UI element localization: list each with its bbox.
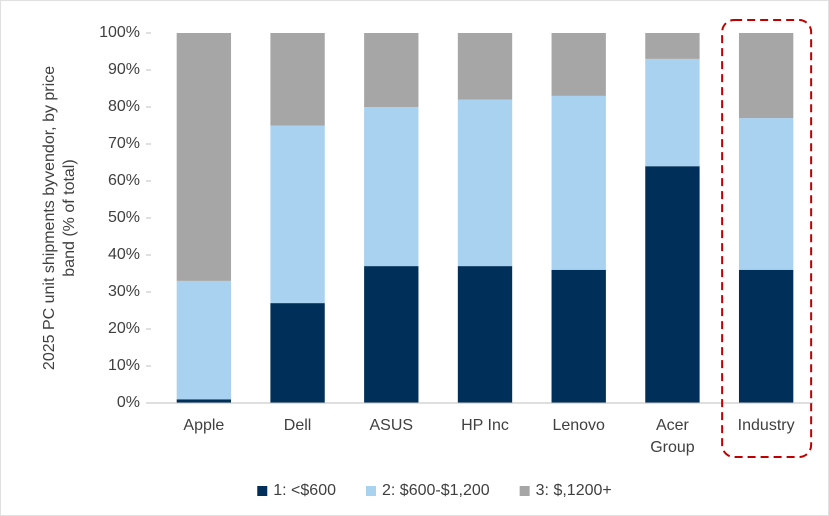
- bar-segment: [551, 33, 606, 96]
- x-tick-label: Apple: [183, 417, 224, 434]
- bar-segment: [457, 266, 513, 403]
- bar-segment: [738, 269, 794, 403]
- bar-segment: [551, 269, 606, 403]
- x-tick-label: Industry: [738, 417, 795, 434]
- bar-segment: [176, 280, 232, 400]
- y-tick-label: 100%: [99, 24, 140, 41]
- y-tick-label: 90%: [108, 61, 140, 78]
- bar-segment: [176, 399, 232, 403]
- y-tick-label: 70%: [108, 135, 140, 152]
- x-tick-label: Lenovo: [552, 417, 605, 434]
- y-tick-label: 10%: [108, 357, 140, 374]
- x-tick-label: Dell: [284, 417, 312, 434]
- bar-segment: [551, 95, 606, 270]
- y-tick-label: 30%: [108, 283, 140, 300]
- y-tick-label: 40%: [108, 246, 140, 263]
- legend-label: 3: $,1200+: [536, 482, 612, 499]
- x-tick-label: Acer Group: [650, 417, 695, 456]
- bar-segment: [738, 33, 794, 119]
- y-tick-label: 20%: [108, 320, 140, 337]
- bar-segment: [364, 266, 419, 403]
- y-tick-label: 60%: [108, 172, 140, 189]
- legend-swatch: [366, 486, 376, 496]
- bar-segment: [364, 107, 419, 267]
- y-axis-label: 2025 PC unit shipments byvendor, by pric…: [41, 66, 78, 370]
- bar-segment: [457, 99, 513, 267]
- bar-segment: [645, 58, 700, 167]
- legend-swatch: [257, 486, 268, 496]
- x-tick-label: HP Inc: [461, 417, 509, 434]
- highlight-box: [721, 19, 813, 458]
- y-tick-label: 50%: [108, 209, 140, 226]
- bar-segment: [457, 33, 513, 100]
- y-tick-label: 80%: [108, 98, 140, 115]
- bar-segment: [176, 33, 232, 281]
- y-tick-label: 0%: [117, 394, 140, 411]
- legend-label: 2: $600-$1,200: [382, 482, 490, 499]
- legend-label: 1: <$600: [273, 482, 336, 499]
- bar-segment: [645, 166, 700, 403]
- bar-segment: [270, 33, 325, 126]
- bar-segment: [270, 125, 325, 304]
- legend-swatch: [519, 486, 530, 496]
- bar-segment: [645, 33, 700, 59]
- bar-segment: [364, 33, 419, 107]
- x-tick-label: ASUS: [369, 417, 413, 434]
- bar-segment: [738, 118, 794, 270]
- bar-segment: [270, 303, 325, 403]
